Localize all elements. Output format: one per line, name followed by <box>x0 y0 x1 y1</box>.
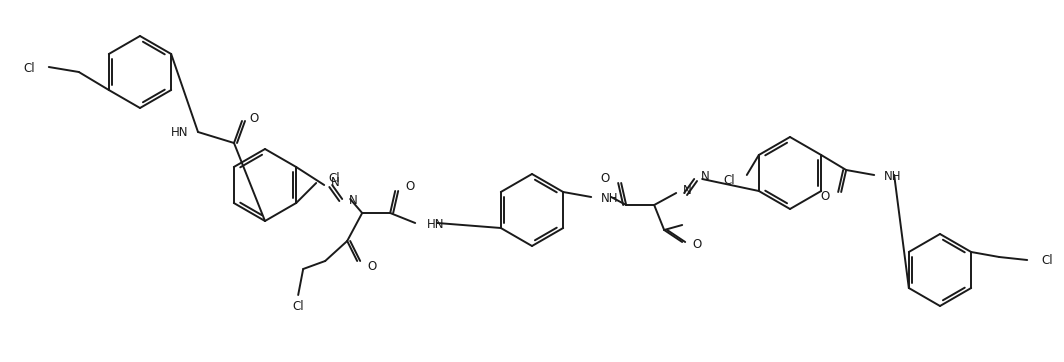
Text: NH: NH <box>601 193 618 206</box>
Text: O: O <box>693 239 701 252</box>
Text: N: N <box>701 169 710 182</box>
Text: O: O <box>820 190 829 203</box>
Text: HN: HN <box>427 219 445 232</box>
Text: Cl: Cl <box>293 300 304 313</box>
Text: Cl: Cl <box>724 173 735 186</box>
Text: Cl: Cl <box>328 172 339 185</box>
Text: N: N <box>331 177 339 189</box>
Text: N: N <box>349 194 358 207</box>
Text: Cl: Cl <box>1042 253 1052 266</box>
Text: O: O <box>600 172 610 185</box>
Text: O: O <box>405 180 414 193</box>
Text: Cl: Cl <box>23 63 35 76</box>
Text: HN: HN <box>170 126 188 139</box>
Text: N: N <box>683 184 692 197</box>
Text: O: O <box>249 111 259 125</box>
Text: O: O <box>367 260 377 273</box>
Text: NH: NH <box>884 171 901 184</box>
